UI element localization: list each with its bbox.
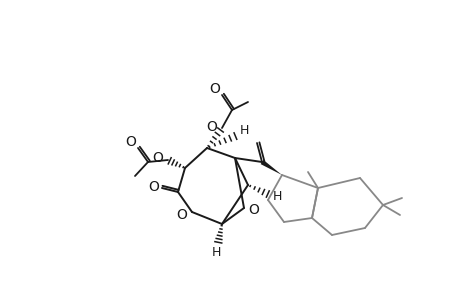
Text: O: O: [152, 151, 163, 165]
Text: H: H: [211, 247, 220, 260]
Polygon shape: [260, 160, 281, 175]
Text: O: O: [148, 180, 159, 194]
Text: H: H: [272, 190, 281, 203]
Text: O: O: [248, 203, 259, 217]
Text: O: O: [176, 208, 187, 222]
Text: H: H: [239, 124, 248, 136]
Text: O: O: [125, 135, 136, 149]
Text: O: O: [209, 82, 220, 96]
Text: O: O: [206, 120, 217, 134]
